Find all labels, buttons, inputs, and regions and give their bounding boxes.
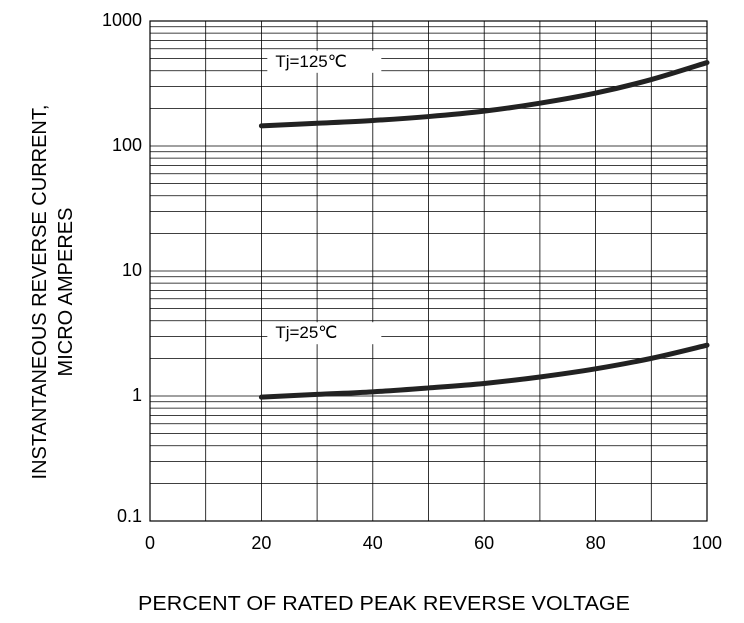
series-lines: [258, 60, 710, 400]
series-line-1: [258, 60, 710, 129]
x-tick-label: 100: [692, 533, 722, 553]
x-tick-label: 40: [363, 533, 383, 553]
y-axis-label-line-1: INSTANTANEOUS REVERSE CURRENT,: [29, 105, 51, 480]
series-line-2: [258, 342, 710, 400]
x-tick-label: 80: [586, 533, 606, 553]
y-tick-label: 100: [112, 135, 142, 155]
y-tick-label: 1000: [102, 10, 142, 30]
x-tick-label: 20: [251, 533, 271, 553]
y-tick-labels: 0.1 1 10 100 1000: [102, 10, 142, 526]
y-tick-label: 0.1: [117, 506, 142, 526]
x-tick-labels: 0 20 40 60 80 100: [145, 533, 722, 553]
series-label-2: Tj=25℃: [275, 323, 337, 342]
plot-frame: [149, 20, 708, 522]
annotation-background: [267, 322, 382, 345]
y-tick-label: 1: [132, 385, 142, 405]
annotations: Tj=125℃ Tj=25℃: [267, 50, 382, 345]
series-label-1: Tj=125℃: [275, 52, 347, 71]
x-tick-label: 60: [474, 533, 494, 553]
x-axis-label: PERCENT OF RATED PEAK REVERSE VOLTAGE: [138, 593, 630, 615]
annotation-background: [267, 50, 382, 73]
x-tick-label: 0: [145, 533, 155, 553]
grid: [150, 21, 707, 521]
y-tick-label: 10: [122, 260, 142, 280]
y-axis-label-line-2: MICRO AMPERES: [55, 208, 77, 377]
